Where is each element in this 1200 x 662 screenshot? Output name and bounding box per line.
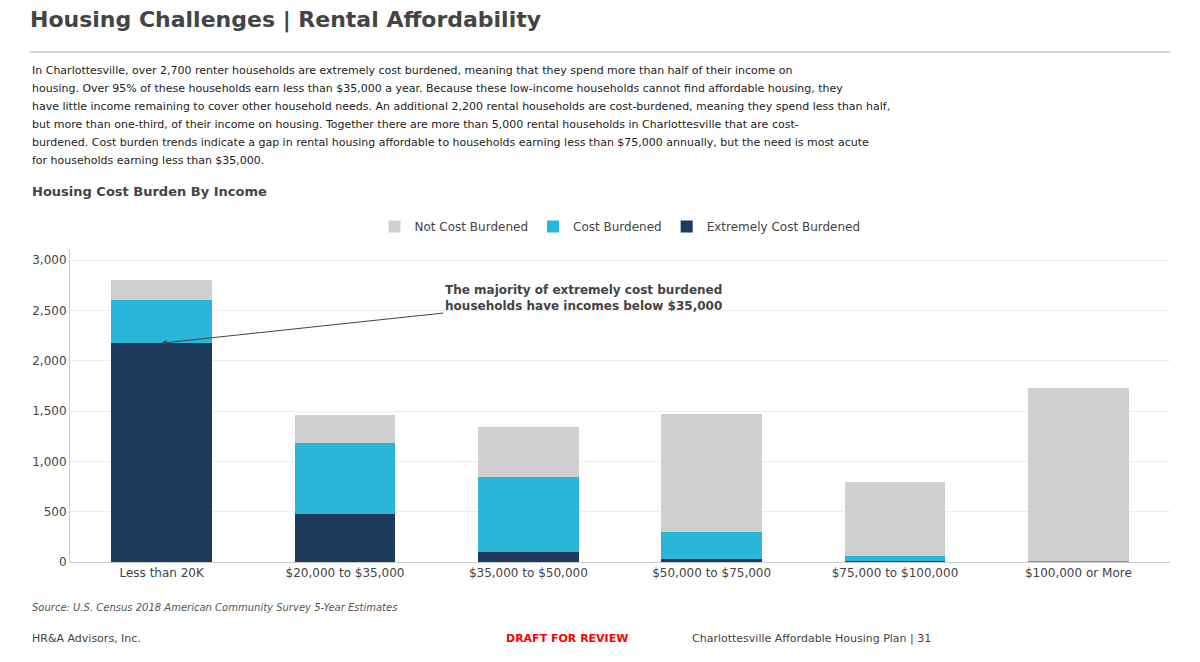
- svg-text:$50,000 to $75,000: $50,000 to $75,000: [652, 566, 771, 580]
- svg-text:have little income remaining t: have little income remaining to cover ot…: [32, 100, 890, 113]
- svg-text:2,500: 2,500: [32, 304, 66, 318]
- svg-text:The majority of extremely cost: The majority of extremely cost burdenedh…: [445, 283, 722, 313]
- svg-text:1,000: 1,000: [32, 455, 66, 469]
- svg-text:Charlottesville Affordable Hou: Charlottesville Affordable Housing Plan …: [692, 632, 931, 645]
- svg-text:Extremely Cost Burdened: Extremely Cost Burdened: [707, 220, 860, 234]
- svg-text:Not Cost Burdened: Not Cost Burdened: [415, 220, 529, 234]
- svg-text:Housing Challenges | Rental Af: Housing Challenges | Rental Affordabilit…: [30, 7, 541, 33]
- svg-text:In Charlottesville, over 2,700: In Charlottesville, over 2,700 renter ho…: [32, 64, 792, 77]
- svg-text:$20,000 to $35,000: $20,000 to $35,000: [286, 566, 405, 580]
- svg-text:$75,000 to $100,000: $75,000 to $100,000: [832, 566, 959, 580]
- svg-text:3,000: 3,000: [32, 253, 66, 267]
- svg-text:Less than 20K: Less than 20K: [119, 566, 205, 580]
- svg-text:Source: U.S. Census 2018 Ameri: Source: U.S. Census 2018 American Commun…: [32, 602, 397, 613]
- svg-text:housing. Over 95% of these hou: housing. Over 95% of these households ea…: [32, 82, 843, 95]
- svg-text:500: 500: [44, 505, 67, 519]
- svg-text:for households earning less th: for households earning less than $35,000…: [32, 154, 264, 167]
- svg-text:$100,000 or More: $100,000 or More: [1025, 566, 1132, 580]
- svg-text:Cost Burdened: Cost Burdened: [573, 220, 662, 234]
- svg-text:1,500: 1,500: [32, 404, 66, 418]
- svg-text:$35,000 to $50,000: $35,000 to $50,000: [469, 566, 588, 580]
- svg-text:HR&A Advisors, Inc.: HR&A Advisors, Inc.: [32, 632, 141, 645]
- svg-text:DRAFT FOR REVIEW: DRAFT FOR REVIEW: [506, 632, 628, 645]
- svg-text:burdened. Cost burden trends i: burdened. Cost burden trends indicate a …: [32, 136, 869, 149]
- svg-text:Housing Cost Burden By Income: Housing Cost Burden By Income: [32, 184, 267, 199]
- svg-text:2,000: 2,000: [32, 354, 66, 368]
- svg-text:but more than one-third, of th: but more than one-third, of their income…: [32, 118, 799, 131]
- svg-text:0: 0: [59, 555, 67, 569]
